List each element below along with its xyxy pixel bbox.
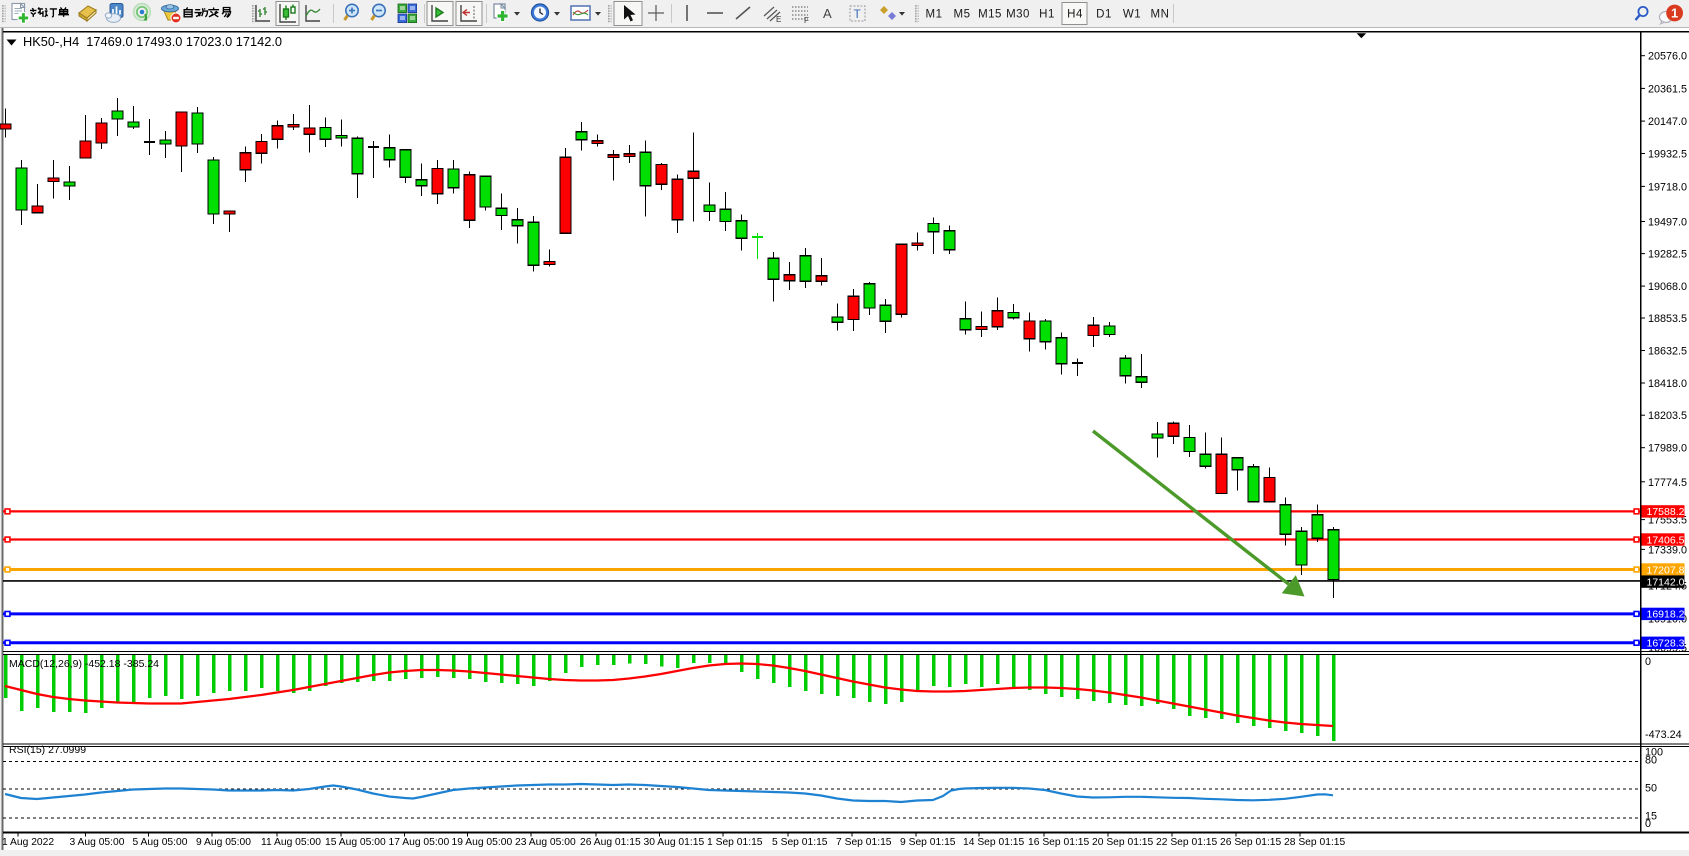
svg-text:MACD(12,26,9) -452.18 -385.24: MACD(12,26,9) -452.18 -385.24 bbox=[9, 658, 159, 670]
svg-text:F: F bbox=[804, 16, 809, 25]
svg-text:1 Sep 01:15: 1 Sep 01:15 bbox=[707, 837, 763, 848]
svg-text:18853.5: 18853.5 bbox=[1648, 313, 1687, 325]
svg-text:20576.0: 20576.0 bbox=[1648, 51, 1687, 63]
svg-text:14 Sep 01:15: 14 Sep 01:15 bbox=[963, 837, 1025, 848]
svg-text:17 Aug 05:00: 17 Aug 05:00 bbox=[389, 837, 450, 848]
svg-text:11 Aug 05:00: 11 Aug 05:00 bbox=[261, 837, 321, 848]
svg-text:19 Aug 05:00: 19 Aug 05:00 bbox=[452, 837, 513, 848]
svg-text:9 Sep 01:15: 9 Sep 01:15 bbox=[900, 837, 956, 848]
svg-text:17339.0: 17339.0 bbox=[1648, 544, 1687, 556]
svg-text:H1: H1 bbox=[1039, 9, 1055, 21]
svg-text:3 Aug 05:00: 3 Aug 05:00 bbox=[70, 837, 125, 848]
svg-text:H4: H4 bbox=[1067, 9, 1083, 21]
svg-text:E: E bbox=[776, 15, 781, 24]
svg-text:18632.5: 18632.5 bbox=[1648, 346, 1687, 358]
svg-text:28 Sep 01:15: 28 Sep 01:15 bbox=[1284, 837, 1346, 848]
svg-text:HK50-,H4 17469.0 17493.0 1702: HK50-,H4 17469.0 17493.0 17023.0 17142.0 bbox=[23, 34, 282, 49]
svg-text:16728.3: 16728.3 bbox=[1647, 638, 1685, 650]
svg-text:A: A bbox=[823, 6, 832, 21]
svg-text:D1: D1 bbox=[1096, 9, 1112, 21]
svg-text:5 Aug 05:00: 5 Aug 05:00 bbox=[133, 837, 188, 848]
svg-text:1 Aug 2022: 1 Aug 2022 bbox=[2, 837, 54, 848]
svg-text:19282.5: 19282.5 bbox=[1648, 249, 1687, 261]
svg-text:100: 100 bbox=[1645, 747, 1663, 759]
svg-text:50: 50 bbox=[1645, 782, 1657, 794]
svg-text:RSI(15) 27.0999: RSI(15) 27.0999 bbox=[9, 744, 86, 756]
svg-text:18418.0: 18418.0 bbox=[1648, 378, 1687, 390]
svg-text:19718.0: 19718.0 bbox=[1648, 181, 1687, 193]
svg-text:17207.8: 17207.8 bbox=[1647, 564, 1685, 576]
svg-text:19497.0: 19497.0 bbox=[1648, 217, 1687, 229]
svg-text:16 Sep 01:15: 16 Sep 01:15 bbox=[1028, 837, 1090, 848]
svg-text:0: 0 bbox=[1645, 656, 1651, 668]
svg-text:22 Sep 01:15: 22 Sep 01:15 bbox=[1156, 837, 1218, 848]
svg-text:17989.0: 17989.0 bbox=[1648, 443, 1687, 455]
svg-text:19068.0: 19068.0 bbox=[1648, 281, 1687, 293]
svg-text:M1: M1 bbox=[926, 9, 943, 21]
svg-text:T: T bbox=[854, 7, 862, 21]
svg-text:17142.0: 17142.0 bbox=[1647, 576, 1685, 588]
svg-text:1: 1 bbox=[1671, 6, 1678, 21]
svg-text:23 Aug 05:00: 23 Aug 05:00 bbox=[515, 837, 576, 848]
svg-text:17774.5: 17774.5 bbox=[1648, 477, 1687, 489]
svg-text:19932.5: 19932.5 bbox=[1648, 149, 1687, 161]
svg-text:5 Sep 01:15: 5 Sep 01:15 bbox=[772, 837, 828, 848]
svg-text:20361.5: 20361.5 bbox=[1648, 83, 1687, 95]
svg-text:80: 80 bbox=[1645, 755, 1657, 767]
svg-text:9 Aug 05:00: 9 Aug 05:00 bbox=[196, 837, 251, 848]
svg-text:-473.24: -473.24 bbox=[1645, 729, 1682, 741]
svg-text:0: 0 bbox=[1645, 818, 1651, 830]
svg-text:20147.0: 20147.0 bbox=[1648, 116, 1687, 128]
svg-text:26 Sep 01:15: 26 Sep 01:15 bbox=[1220, 837, 1282, 848]
svg-text:16918.2: 16918.2 bbox=[1647, 609, 1685, 621]
svg-text:15: 15 bbox=[1645, 811, 1657, 823]
svg-text:30 Aug 01:15: 30 Aug 01:15 bbox=[644, 837, 705, 848]
svg-text:26 Aug 01:15: 26 Aug 01:15 bbox=[580, 837, 641, 848]
svg-text:MN: MN bbox=[1151, 9, 1170, 21]
svg-text:18203.5: 18203.5 bbox=[1648, 410, 1687, 422]
svg-text:15 Aug 05:00: 15 Aug 05:00 bbox=[325, 837, 386, 848]
svg-text:M15: M15 bbox=[978, 9, 1002, 21]
svg-text:20 Sep 01:15: 20 Sep 01:15 bbox=[1092, 837, 1154, 848]
svg-text:M30: M30 bbox=[1006, 9, 1030, 21]
svg-text:M5: M5 bbox=[954, 9, 971, 21]
svg-text:W1: W1 bbox=[1123, 9, 1141, 21]
svg-text:17588.2: 17588.2 bbox=[1647, 506, 1685, 518]
svg-text:17406.5: 17406.5 bbox=[1647, 534, 1685, 546]
svg-text:7 Sep 01:15: 7 Sep 01:15 bbox=[836, 837, 892, 848]
